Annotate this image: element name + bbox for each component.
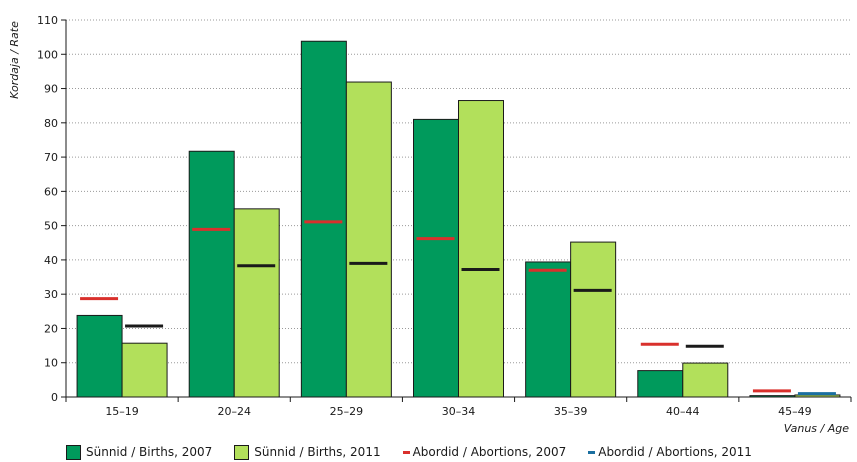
- y-tick-label: 20: [44, 322, 58, 335]
- bar-births-2007: [188, 150, 235, 398]
- bar-births-2011: [345, 81, 392, 398]
- x-axis-label: Vanus / Age: [784, 422, 849, 435]
- x-tick-label: 40–44: [666, 405, 700, 418]
- legend-item-births-2007: Sünnid / Births, 2007: [66, 444, 213, 460]
- bar-births-2011: [233, 208, 280, 398]
- bar-births-2007: [525, 261, 572, 398]
- y-tick-label: 100: [37, 48, 58, 61]
- bars: [76, 40, 841, 398]
- y-tick-label: 110: [37, 14, 58, 27]
- legend-label-births-2011: Sünnid / Births, 2011: [254, 445, 381, 459]
- y-tick-label: 50: [44, 220, 58, 233]
- y-tick-label: 0: [51, 391, 58, 404]
- legend-item-abortions-2011: Abordid / Abortions, 2011: [588, 445, 752, 459]
- legend-label-abortions-2007: Abordid / Abortions, 2007: [412, 445, 567, 459]
- x-tick-label: 30–34: [442, 405, 476, 418]
- legend-swatch-births-2007: [66, 444, 81, 460]
- legend-item-births-2011: Sünnid / Births, 2011: [234, 444, 381, 460]
- y-tick-label: 60: [44, 185, 58, 198]
- legend-item-abortions-2007: Abordid / Abortions, 2007: [402, 445, 567, 459]
- y-tick-label: 70: [44, 151, 58, 164]
- bar-births-2011: [458, 100, 504, 398]
- bar-births-2011: [121, 342, 168, 398]
- y-tick-label: 10: [44, 357, 58, 370]
- legend-swatch-births-2011: [234, 444, 250, 460]
- legend-swatch-abortions-2007: [402, 450, 410, 454]
- x-tick-label: 20–24: [217, 405, 251, 418]
- x-axis: 15–19 20–24 25–29 30–34 35–39 40–44 45–49: [65, 396, 852, 418]
- bar-births-2011: [682, 362, 729, 398]
- legend-label-births-2007: Sünnid / Births, 2007: [86, 445, 213, 459]
- y-tick-label: 30: [44, 288, 58, 301]
- y-tick-label: 90: [44, 83, 58, 96]
- y-tick-label: 40: [44, 254, 58, 267]
- y-axis: 0 10 20 30 40 50 60 70 80 90 100 110: [37, 14, 67, 404]
- x-tick-label: 25–29: [330, 405, 364, 418]
- bar-births-2011: [570, 241, 617, 398]
- y-tick-label: 80: [44, 117, 58, 130]
- legend: Sünnid / Births, 2007 Sünnid / Births, 2…: [66, 444, 774, 460]
- y-axis-label: Kordaja / Rate: [8, 21, 21, 99]
- bar-births-2007: [300, 40, 347, 398]
- x-tick-label: 45–49: [778, 405, 812, 418]
- legend-swatch-abortions-2011: [588, 450, 596, 454]
- x-tick-label: 35–39: [554, 405, 588, 418]
- bar-births-2007: [413, 118, 459, 398]
- abortion-markers: [80, 220, 836, 396]
- x-tick-label: 15–19: [105, 405, 139, 418]
- bar-births-2007: [637, 370, 684, 398]
- bar-births-2007: [76, 314, 123, 398]
- legend-label-abortions-2011: Abordid / Abortions, 2011: [598, 445, 752, 459]
